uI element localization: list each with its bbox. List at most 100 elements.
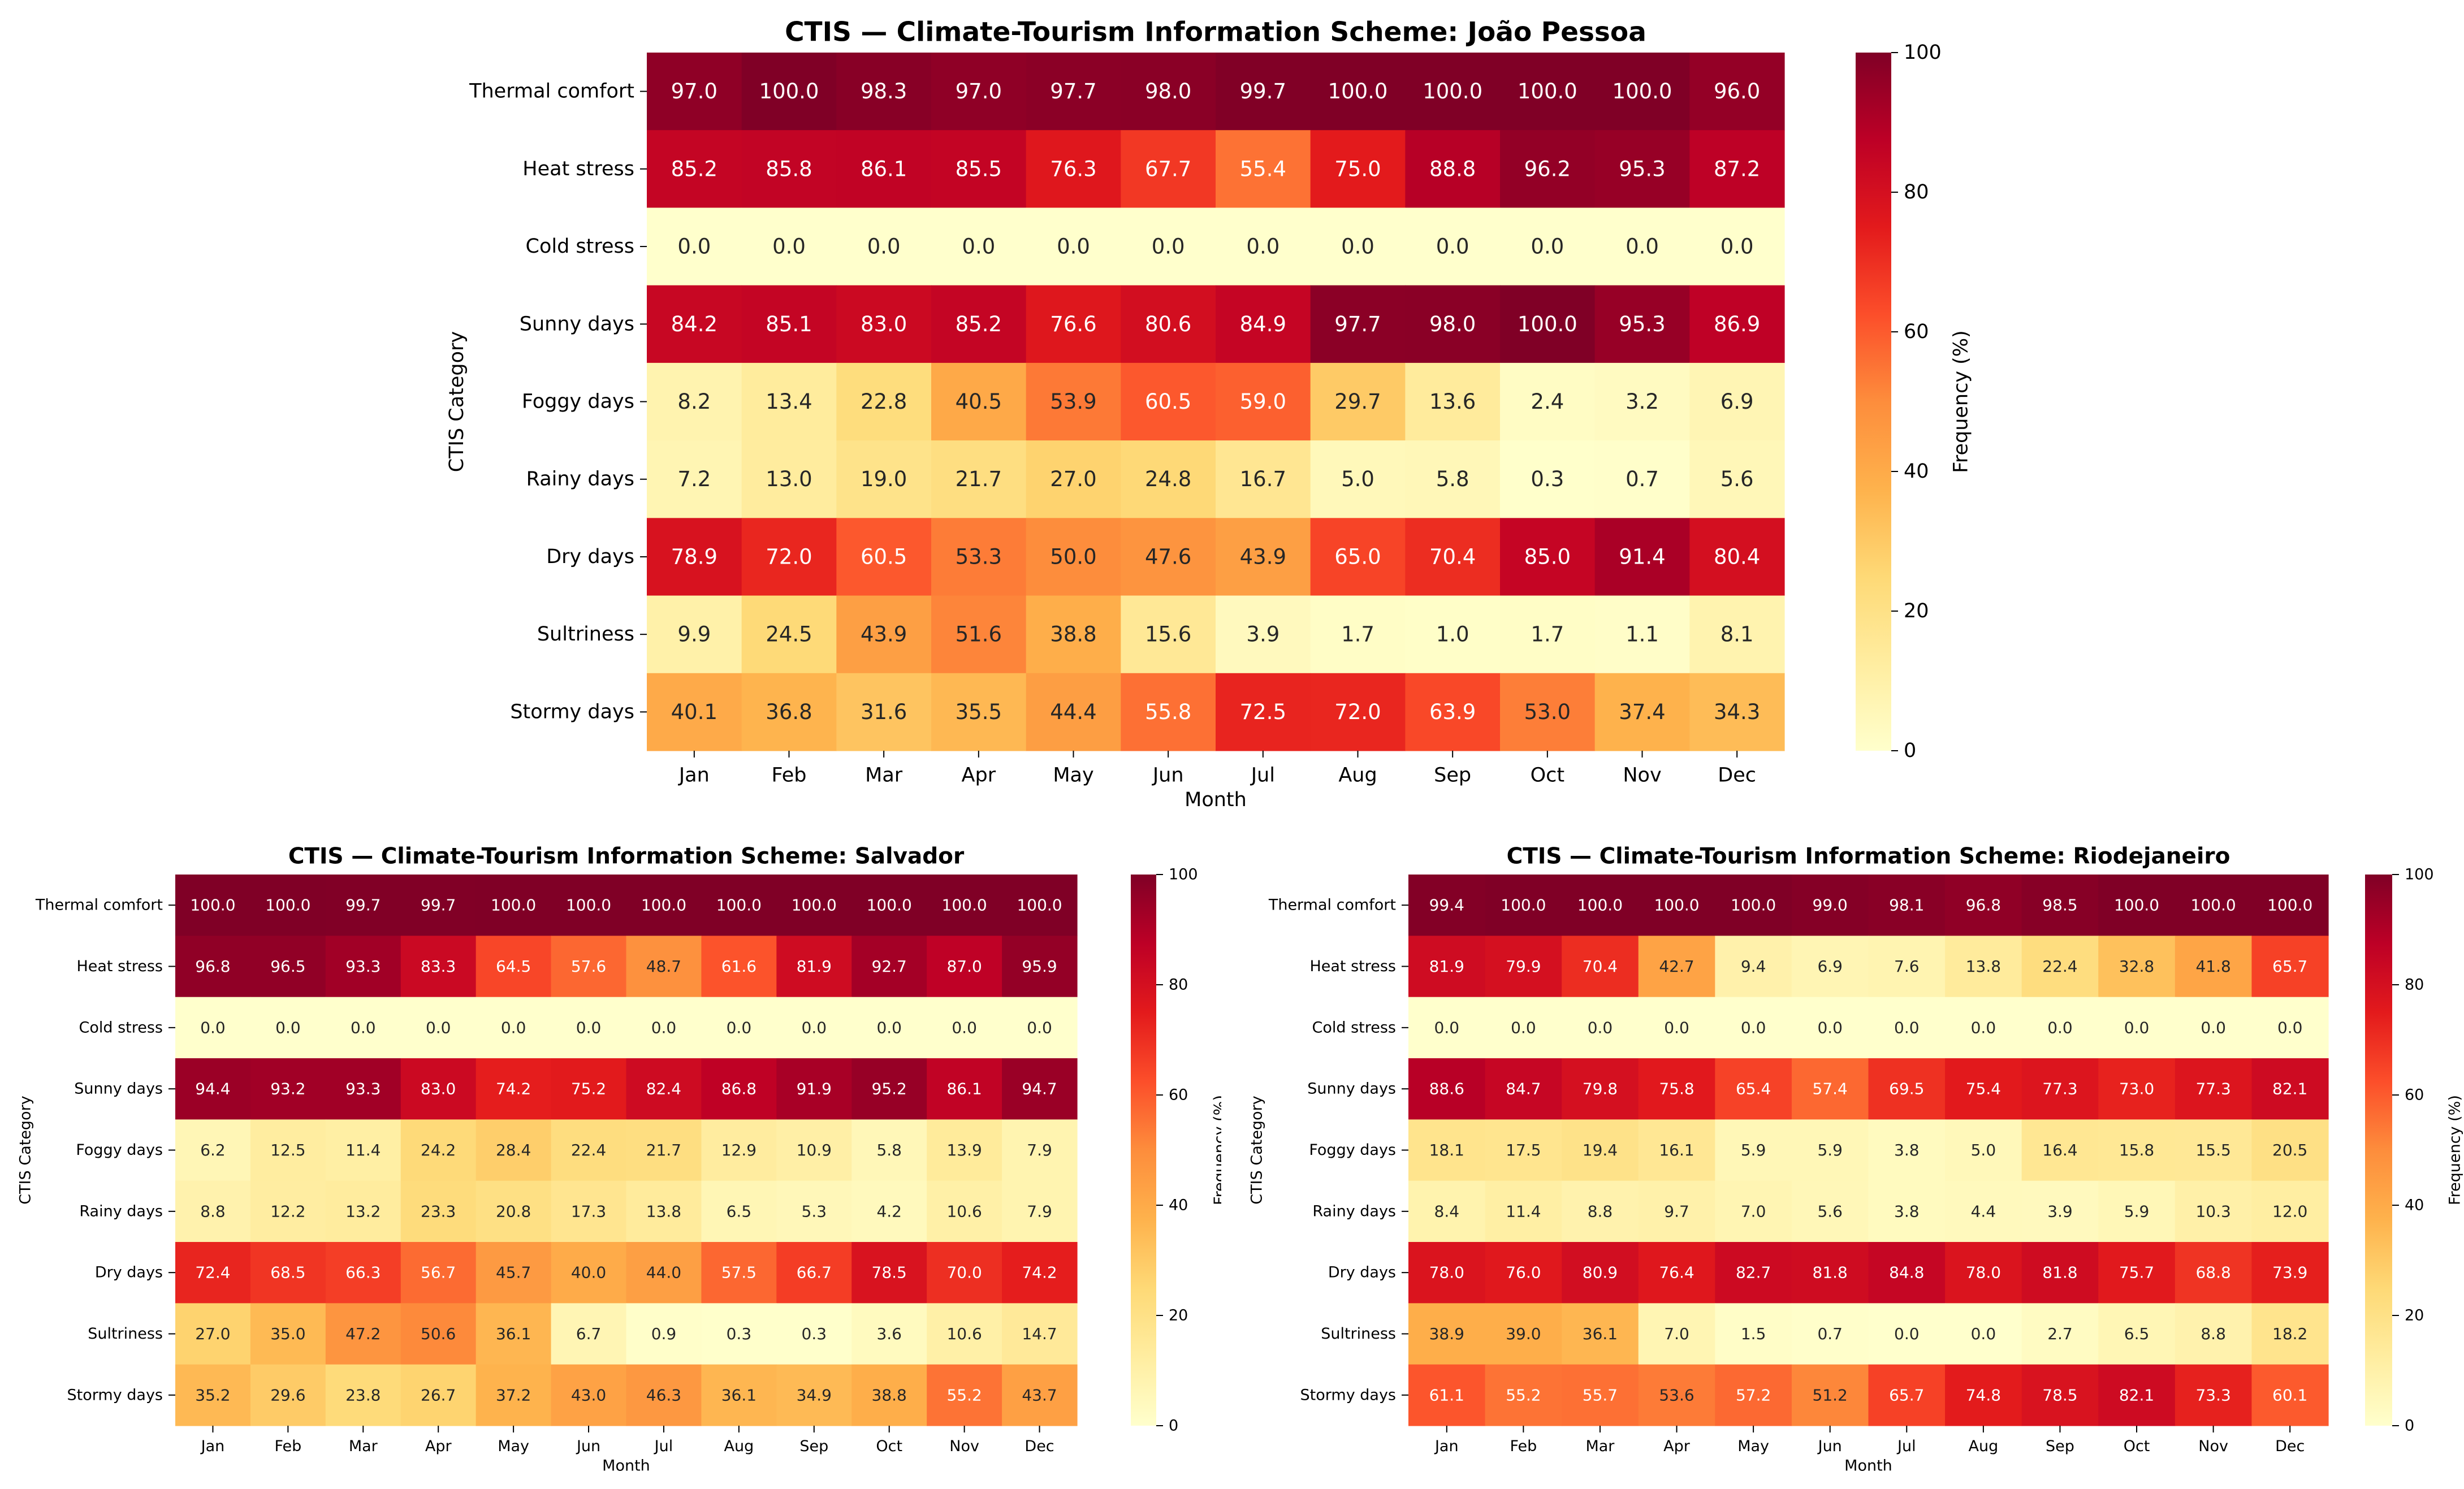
- cell-value-label: 100.0: [1518, 312, 1577, 336]
- heatmap-cell: [475, 936, 552, 998]
- cell-value-label: 57.2: [1736, 1386, 1771, 1404]
- cell-value-label: 53.0: [1524, 700, 1571, 724]
- x-axis-label: Month: [1844, 1457, 1892, 1475]
- cell-value-label: 60.5: [1145, 389, 1191, 414]
- colorbar-tick-label: 80: [1904, 181, 1929, 204]
- cell-value-label: 55.2: [946, 1386, 982, 1404]
- cell-value-label: 51.2: [1813, 1386, 1848, 1404]
- heatmap-cell: [851, 997, 927, 1059]
- colorbar-tick-label: 0: [1169, 1417, 1178, 1435]
- cell-value-label: 93.3: [345, 1080, 381, 1098]
- row-label: Sunny days: [520, 313, 634, 335]
- colorbar-tick-label: 40: [1904, 460, 1929, 483]
- heatmap-cell: [626, 1364, 702, 1426]
- cell-value-label: 0.0: [1511, 1018, 1536, 1037]
- heatmap-cell: [2251, 1364, 2329, 1426]
- heatmap-cell: [1500, 53, 1596, 131]
- cell-value-label: 42.7: [1659, 957, 1694, 976]
- colorbar-tick-label: 20: [1169, 1307, 1188, 1324]
- cell-value-label: 55.2: [1506, 1386, 1541, 1404]
- heatmap-cell: [1868, 875, 1946, 936]
- heatmap-cell: [1562, 1303, 1639, 1365]
- cell-value-label: 80.4: [1714, 544, 1760, 569]
- cell-value-label: 95.3: [1619, 157, 1665, 181]
- cell-value-label: 96.8: [1966, 896, 2001, 915]
- heatmap-cell: [1500, 518, 1596, 596]
- x-axis-label: Month: [1185, 789, 1247, 808]
- heatmap-cell: [931, 207, 1027, 286]
- cell-value-label: 96.0: [1714, 79, 1760, 103]
- cell-value-label: 15.6: [1145, 622, 1191, 647]
- cell-value-label: 53.6: [1659, 1386, 1694, 1404]
- heatmap-cell: [1594, 673, 1690, 751]
- heatmap-cell: [1500, 130, 1596, 209]
- cell-value-label: 5.6: [1817, 1202, 1843, 1220]
- cell-value-label: 8.4: [1434, 1202, 1460, 1220]
- heatmap-cell: [1026, 53, 1121, 131]
- cell-value-label: 7.9: [1027, 1141, 1052, 1159]
- cell-value-label: 99.0: [1813, 896, 1848, 915]
- cell-value-label: 0.0: [651, 1018, 677, 1037]
- heatmap-cell: [1500, 207, 1596, 286]
- heatmap-cell: [1562, 936, 1639, 998]
- cell-value-label: 100.0: [2191, 896, 2236, 915]
- heatmap-cell: [2175, 1119, 2253, 1181]
- row-label: Stormy days: [67, 1386, 163, 1404]
- heatmap-cell: [2021, 1058, 2099, 1120]
- row-label: Sultriness: [88, 1325, 163, 1343]
- column-label: Aug: [724, 1438, 754, 1455]
- cell-value-label: 65.7: [1889, 1386, 1924, 1404]
- cell-value-label: 75.2: [571, 1080, 606, 1098]
- cell-value-label: 27.0: [195, 1324, 230, 1343]
- cell-value-label: 31.6: [861, 700, 907, 724]
- heatmap-cell: [1791, 1242, 1869, 1304]
- colorbar: [1131, 875, 1156, 1426]
- heatmap-cell: [1310, 285, 1406, 363]
- cell-value-label: 35.2: [195, 1386, 230, 1404]
- heatmap-cell: [1715, 1180, 1792, 1243]
- cell-value-label: 57.4: [1813, 1080, 1848, 1098]
- cell-value-label: 100.0: [1017, 896, 1062, 915]
- cell-value-label: 11.4: [1506, 1202, 1541, 1220]
- heatmap-cell: [1002, 1364, 1078, 1426]
- cell-value-label: 13.4: [766, 389, 812, 414]
- cell-value-label: 88.6: [1429, 1080, 1464, 1098]
- cell-value-label: 0.0: [1741, 1018, 1766, 1037]
- cell-value-label: 95.3: [1619, 312, 1665, 336]
- column-label: Dec: [1718, 764, 1756, 787]
- heatmap-cell: [927, 875, 1002, 936]
- cell-value-label: 48.7: [646, 957, 681, 976]
- heatmap-cell: [475, 1364, 552, 1426]
- heatmap-cell: [1216, 53, 1311, 131]
- heatmap-cell: [647, 518, 742, 596]
- cell-value-label: 36.8: [766, 700, 812, 724]
- heatmap-cell: [1594, 285, 1690, 363]
- heatmap-cell: [1562, 1119, 1639, 1181]
- cell-value-label: 0.0: [1894, 1018, 1920, 1037]
- heatmap-cell: [1121, 673, 1216, 751]
- heatmap-cell: [1689, 130, 1785, 209]
- cell-value-label: 83.0: [421, 1080, 456, 1098]
- heatmap-cell: [1485, 875, 1562, 936]
- heatmap-cell: [1500, 440, 1596, 518]
- heatmap-cell: [626, 1119, 702, 1181]
- row-label: Thermal comfort: [35, 897, 163, 914]
- heatmap-cell: [1026, 440, 1121, 518]
- cell-value-label: 82.1: [2272, 1080, 2307, 1098]
- colorbar-tick-label: 20: [1904, 600, 1929, 622]
- column-label: May: [498, 1438, 529, 1455]
- heatmap-cell: [2098, 1180, 2176, 1243]
- heatmap-cell: [1216, 285, 1311, 363]
- cell-value-label: 100.0: [491, 896, 536, 915]
- cell-value-label: 81.9: [797, 957, 832, 976]
- cell-value-label: 36.1: [721, 1386, 757, 1404]
- colorbar-label: Frequency (%): [2446, 1095, 2464, 1205]
- cell-value-label: 8.1: [1721, 622, 1754, 647]
- heatmap-cell: [175, 1119, 251, 1181]
- cell-value-label: 0.0: [1588, 1018, 1613, 1037]
- heatmap-cell: [1715, 997, 1792, 1059]
- cell-value-label: 100.0: [716, 896, 762, 915]
- cell-value-label: 82.4: [646, 1080, 681, 1098]
- heatmap-cell: [1594, 362, 1690, 441]
- cell-value-label: 24.8: [1145, 467, 1191, 491]
